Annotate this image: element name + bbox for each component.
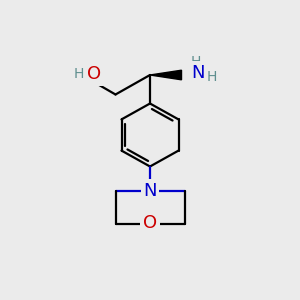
Text: H: H xyxy=(207,70,217,84)
Text: O: O xyxy=(86,65,101,83)
Text: H: H xyxy=(74,68,84,81)
Text: H: H xyxy=(191,55,201,68)
Text: N: N xyxy=(191,64,205,82)
Text: O: O xyxy=(143,214,157,232)
Text: N: N xyxy=(143,182,157,200)
Polygon shape xyxy=(150,70,182,80)
